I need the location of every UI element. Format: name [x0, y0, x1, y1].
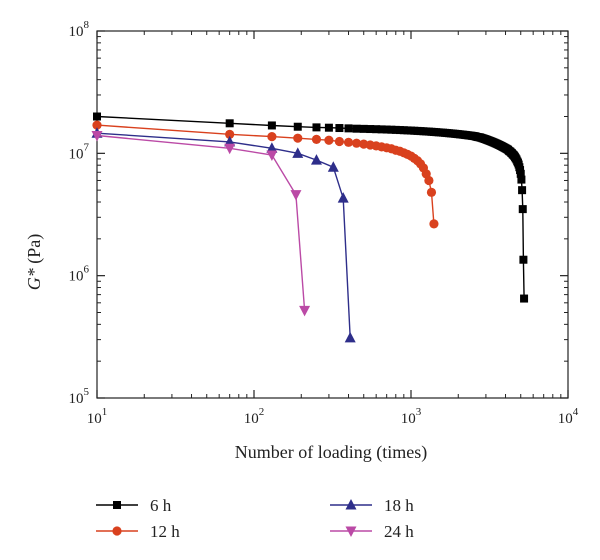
legend-swatch-marker	[113, 501, 121, 509]
data-point	[519, 255, 528, 264]
x-tick-label: 103	[401, 406, 422, 427]
data-point	[344, 124, 353, 133]
data-layer	[91, 112, 529, 343]
series-1	[93, 112, 529, 303]
data-point	[343, 137, 354, 147]
data-point	[299, 305, 311, 317]
series-line	[96, 132, 351, 338]
data-point	[391, 125, 400, 134]
data-point	[293, 122, 302, 131]
data-point	[382, 125, 391, 134]
y-tick-label: 105	[69, 386, 90, 407]
x-tick-label: 101	[87, 406, 108, 427]
legend-label: 18 h	[384, 496, 414, 515]
y-axis-title-symbol: G*	[24, 268, 44, 290]
data-point	[424, 175, 434, 186]
y-tick-label: 106	[69, 264, 90, 285]
series-2	[92, 120, 439, 229]
data-point	[225, 129, 235, 139]
series-3	[91, 127, 356, 343]
data-point	[352, 124, 361, 133]
legend-item: 6 h	[96, 496, 172, 515]
data-point	[93, 112, 101, 121]
data-point	[91, 130, 103, 142]
data-point	[267, 132, 277, 142]
data-point	[518, 205, 527, 214]
legend-item: 24 h	[330, 522, 414, 541]
data-point	[224, 143, 236, 155]
data-point	[327, 161, 339, 172]
data-point	[293, 133, 303, 143]
y-tick-label: 108	[69, 19, 90, 40]
series-line	[96, 134, 306, 311]
data-point	[225, 119, 234, 128]
legend-label: 6 h	[150, 496, 172, 515]
data-point	[324, 135, 334, 145]
data-point	[334, 136, 345, 147]
legend-label: 12 h	[150, 522, 180, 541]
data-point	[429, 219, 439, 229]
data-point	[312, 123, 321, 132]
y-axis-title: G* (Pa)	[24, 234, 45, 291]
data-point	[520, 294, 529, 303]
data-point	[290, 190, 302, 201]
data-point	[359, 124, 368, 133]
legend-item: 12 h	[96, 522, 180, 541]
x-tick-label: 102	[244, 406, 265, 427]
data-point	[292, 147, 304, 158]
data-point	[311, 134, 322, 144]
series-line	[96, 115, 525, 299]
data-point	[426, 187, 437, 197]
data-point	[351, 138, 362, 148]
data-point	[517, 175, 526, 184]
y-tick-label: 107	[69, 141, 90, 162]
data-point	[335, 124, 344, 133]
series-4	[91, 130, 311, 317]
legend-item: 18 h	[330, 496, 414, 515]
legend: 6 h 12 h 18 h 24 h	[96, 496, 414, 541]
y-axis-title-unit: (Pa)	[24, 234, 45, 269]
data-point	[337, 192, 349, 203]
data-point	[92, 120, 102, 130]
data-point	[266, 142, 278, 153]
tick-labels: 101 102 103 104 105 106 107 108	[69, 19, 579, 427]
data-point	[324, 123, 333, 132]
data-point	[267, 121, 276, 130]
data-point	[516, 169, 525, 178]
legend-label: 24 h	[384, 522, 414, 541]
data-point	[387, 125, 396, 134]
data-point	[310, 154, 322, 165]
data-point	[266, 150, 278, 161]
data-point	[366, 125, 375, 134]
data-point	[377, 125, 386, 134]
plot-area	[96, 30, 569, 399]
legend-swatch-marker	[345, 526, 357, 537]
data-point	[518, 186, 527, 195]
x-tick-label: 104	[558, 406, 579, 427]
data-point	[372, 125, 381, 134]
plot-frame	[96, 30, 569, 399]
legend-swatch-marker	[112, 526, 122, 536]
x-axis-title: Number of loading (times)	[235, 442, 427, 463]
data-point	[344, 331, 356, 343]
legend-swatch-marker	[345, 499, 357, 510]
